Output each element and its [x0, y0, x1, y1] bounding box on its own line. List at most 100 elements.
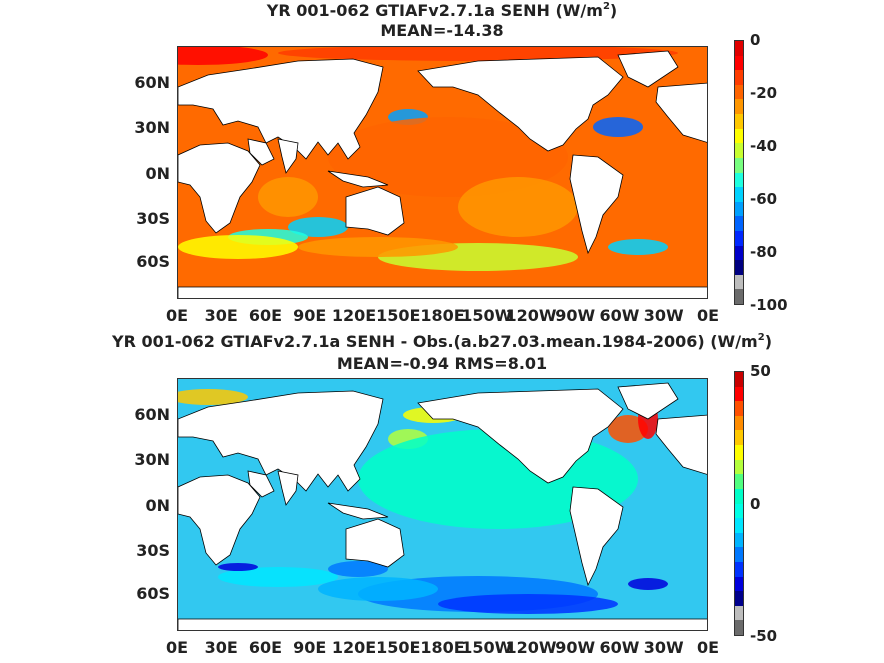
land-europe: [655, 82, 707, 143]
lon-label: 60W: [599, 306, 640, 325]
field-patch-1: [608, 415, 648, 443]
colorbar-segment: [735, 371, 743, 387]
colorbar-segment: [735, 142, 743, 158]
panel1-subtitle: MEAN=-14.38: [380, 21, 504, 40]
colorbar-segment: [735, 503, 743, 519]
colorbar-segment: [735, 84, 743, 100]
lon-label: 30W: [643, 638, 684, 657]
field-patch-9: [318, 577, 438, 601]
colorbar-tick: 0: [750, 31, 761, 49]
field-patch-3: [593, 117, 643, 137]
lat-label: 30S: [136, 541, 170, 561]
lon-label: 90W: [555, 306, 596, 325]
lon-label: 150E: [376, 638, 421, 657]
lat-label: 60S: [136, 584, 170, 604]
colorbar-tick: 50: [750, 362, 771, 380]
lon-label: 150W: [461, 306, 513, 325]
lon-label: 30E: [204, 306, 238, 325]
panel2-title: YR 001-062 GTIAFv2.7.1a SENH - Obs.(a.b2…: [112, 332, 772, 351]
colorbar-segment: [735, 157, 743, 173]
colorbar-segment: [735, 400, 743, 416]
lon-label: 120W: [505, 638, 557, 657]
field-patch-4: [288, 217, 348, 237]
colorbar-segment: [735, 259, 743, 275]
lon-label: 60W: [599, 638, 640, 657]
panel1-map: [177, 46, 708, 299]
lon-label: 0E: [165, 638, 189, 657]
lat-label: 60N: [134, 404, 170, 424]
colorbar-segment: [735, 55, 743, 71]
colorbar-segment: [735, 488, 743, 504]
colorbar-segment: [735, 186, 743, 202]
colorbar-segment: [735, 201, 743, 217]
field-patch-9: [608, 239, 668, 255]
colorbar-tick: -40: [750, 137, 778, 155]
field-patch-10: [628, 578, 668, 590]
colorbar-tick: -80: [750, 243, 778, 261]
colorbar-segment: [735, 40, 743, 56]
land-australia: [345, 518, 405, 568]
colorbar-segment: [735, 459, 743, 475]
lat-label: 60N: [134, 72, 170, 92]
colorbar-segment: [735, 98, 743, 115]
lat-label: 0N: [145, 163, 170, 183]
colorbar-segment: [735, 415, 743, 431]
field-patch-11: [458, 177, 578, 237]
land-south-america: [569, 486, 624, 587]
land-india: [277, 470, 299, 506]
lat-label: 0N: [145, 495, 170, 515]
land-arabia: [247, 470, 275, 498]
colorbar-segment: [735, 230, 743, 246]
colorbar-segment: [735, 576, 743, 592]
lon-label: 0E: [696, 638, 720, 657]
land-eurasia: [178, 390, 384, 492]
field-patch-11: [328, 561, 388, 577]
land-north-america: [417, 388, 624, 484]
field-patch-0: [178, 47, 268, 65]
land-greenland: [617, 382, 679, 420]
land-australia: [345, 186, 405, 236]
field-patch-0: [178, 389, 248, 405]
colorbar-segment: [735, 215, 743, 231]
lon-label: 180E: [420, 306, 465, 325]
lat-label: 30N: [134, 118, 170, 138]
colorbar-segment: [735, 274, 743, 290]
lon-label: 60E: [248, 638, 283, 657]
lon-label: 30E: [204, 638, 238, 657]
land-greenland: [617, 50, 679, 88]
colorbar-segment: [735, 590, 743, 606]
colorbar-tick: -100: [750, 296, 788, 314]
land-india: [277, 138, 299, 174]
colorbar-tick: -50: [750, 627, 778, 645]
colorbar-segment: [735, 69, 743, 85]
land-arabia: [247, 138, 275, 166]
lon-label: 120E: [331, 306, 377, 325]
panel2-colorbar: [734, 371, 744, 636]
colorbar-segment: [735, 546, 743, 562]
land-africa: [178, 142, 261, 234]
field-patch-12: [258, 177, 318, 217]
colorbar-segment: [735, 429, 743, 446]
colorbar-segment: [735, 605, 743, 621]
field-patch-8: [438, 594, 618, 614]
land-antarctica: [178, 286, 707, 298]
lon-label: 0E: [696, 306, 720, 325]
panel2-subtitle: MEAN=-0.94 RMS=8.01: [336, 354, 548, 373]
colorbar-segment: [735, 444, 743, 460]
colorbar-segment: [735, 245, 743, 261]
lon-label: 120E: [331, 638, 377, 657]
land-europe: [655, 414, 707, 475]
lat-label: 30S: [136, 209, 170, 229]
field-patch-10: [328, 117, 568, 197]
lon-label: 90E: [293, 306, 327, 325]
land-africa: [178, 474, 261, 566]
colorbar-tick: -60: [750, 190, 778, 208]
land-north-america: [417, 56, 624, 152]
field-patch-5: [218, 567, 338, 587]
lon-label: 150W: [461, 638, 513, 657]
colorbar-segment: [735, 113, 743, 129]
colorbar-tick: -20: [750, 84, 778, 102]
panel1-colorbar: [734, 40, 744, 305]
land-indonesia: [327, 170, 389, 188]
colorbar-segment: [735, 473, 743, 489]
